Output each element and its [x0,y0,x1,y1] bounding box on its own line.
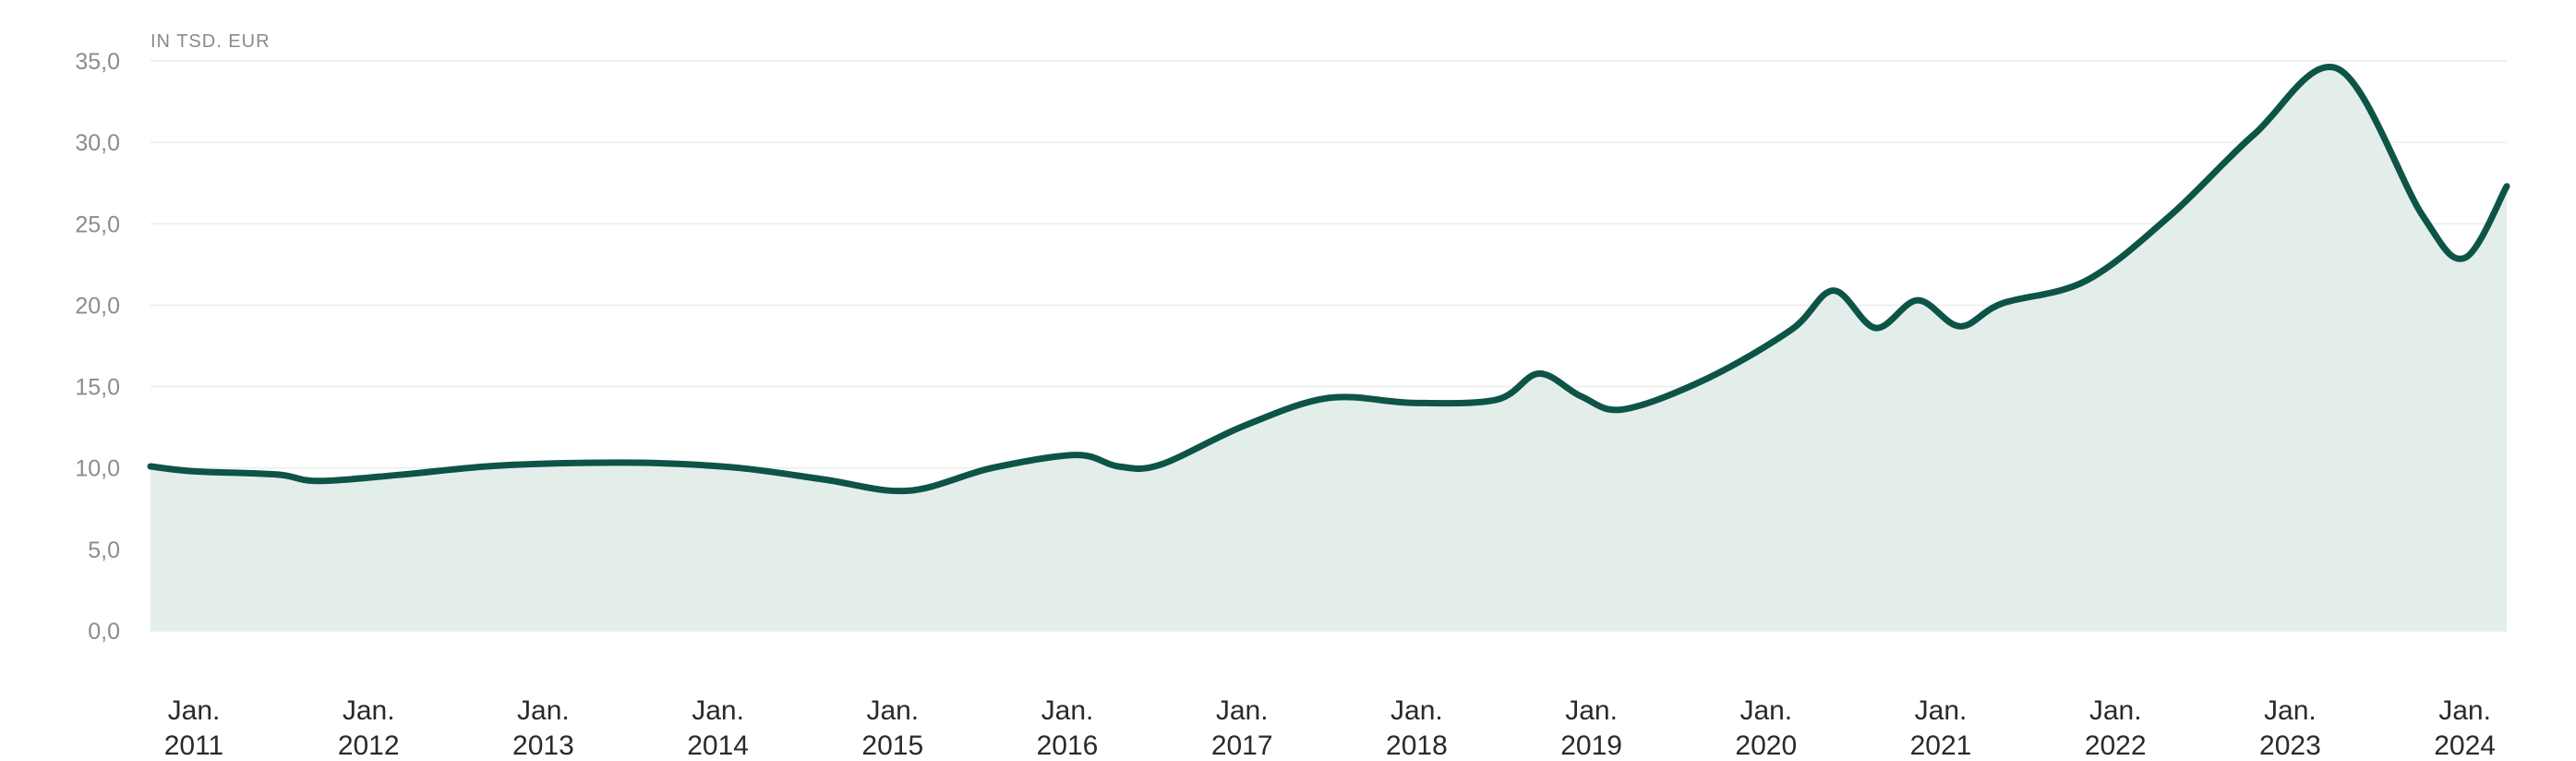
x-tick-label: Jan. 2019 [1560,695,1622,761]
data-point [1789,328,1793,332]
data-point [1873,326,1877,330]
x-tick-year: 2016 [1037,731,1099,761]
x-tick-label: Jan. 2024 [2434,695,2496,761]
x-tick-year: 2014 [687,731,749,761]
data-point [2421,214,2425,218]
x-tick-month: Jan. [1041,695,1094,726]
data-point [1075,453,1078,457]
data-point [1327,396,1330,400]
data-point [2000,302,2004,306]
x-tick-label: Jan. 2018 [1386,695,1448,761]
x-tick-label: Jan. 2023 [2259,695,2321,761]
x-tick-label: Jan. 2020 [1735,695,1797,761]
data-point [275,473,279,477]
x-tick-month: Jan. [1216,695,1269,726]
x-tick-year: 2012 [338,731,400,761]
x-tick-month: Jan. [2264,695,2317,726]
data-point [1159,463,1162,466]
y-unit-label: IN TSD. EUR [150,31,271,52]
x-tick-label: Jan. 2015 [861,695,923,761]
x-tick-month: Jan. [2089,695,2142,726]
area-fill [150,66,2507,631]
data-point [1495,398,1499,402]
x-tick-year: 2023 [2259,731,2321,761]
y-tick-label: 10,0 [75,456,120,482]
data-point [2168,214,2172,218]
y-tick-label: 25,0 [75,211,120,237]
x-tick-label: Jan. 2012 [338,695,400,761]
x-tick-year: 2018 [1386,731,1448,761]
data-point [822,477,825,481]
x-tick-label: Jan. 2022 [2085,695,2147,761]
x-tick-year: 2022 [2085,731,2147,761]
data-point [1621,407,1625,411]
data-point [2084,279,2088,283]
data-point [654,461,657,465]
x-tick-month: Jan. [343,695,395,726]
x-tick-year: 2024 [2434,731,2496,761]
x-tick-label: Jan. 2014 [687,695,749,761]
data-point [149,465,152,468]
data-point [2505,185,2509,188]
data-point [2253,132,2257,136]
data-point [1916,298,1920,302]
data-point [1832,289,1836,293]
data-point [401,473,404,477]
y-tick-label: 30,0 [75,130,120,156]
x-tick-year: 2020 [1735,731,1797,761]
data-point [1116,465,1120,468]
x-tick-month: Jan. [1915,695,1968,726]
y-tick-label: 15,0 [75,375,120,401]
data-point [486,465,489,468]
data-point [990,466,993,470]
data-point [191,469,195,473]
x-tick-month: Jan. [168,695,221,726]
x-tick-year: 2019 [1560,731,1622,761]
data-point [1411,401,1414,405]
data-point [738,466,741,470]
data-point [570,461,573,465]
data-point [1579,394,1583,398]
x-tick-label: Jan. 2011 [164,695,224,761]
x-tick-month: Jan. [1390,695,1443,726]
x-axis-ticks: Jan. 2011 Jan. 2012 Jan. 2013 Jan. 2014 Jan. 2015… [164,695,2496,761]
series-line-group [147,64,2510,495]
y-tick-label: 20,0 [75,293,120,319]
x-tick-month: Jan. [2438,695,2491,726]
data-point [2337,67,2341,71]
data-point [1958,324,1962,328]
y-tick-label: 5,0 [88,538,120,563]
data-point [1243,424,1246,428]
x-tick-year: 2017 [1211,731,1273,761]
data-point [906,489,909,492]
x-tick-month: Jan. [692,695,744,726]
y-axis-ticks: 35,0 30,0 25,0 20,0 15,0 10,0 5,0 0,0 [75,49,120,645]
series-line [147,64,2510,495]
x-tick-month: Jan. [1739,695,1792,726]
x-tick-label: Jan. 2021 [1910,695,1972,761]
x-tick-label: Jan. 2017 [1211,695,1273,761]
x-tick-month: Jan. [517,695,570,726]
x-tick-month: Jan. [866,695,919,726]
data-point [1705,377,1709,380]
x-tick-year: 2021 [1910,731,1972,761]
x-tick-label: Jan. 2013 [512,695,574,761]
x-tick-month: Jan. [1565,695,1618,726]
y-tick-label: 35,0 [75,49,120,75]
x-tick-year: 2013 [512,731,574,761]
data-point [317,479,320,483]
x-tick-year: 2011 [164,731,224,761]
x-tick-year: 2015 [861,731,923,761]
x-tick-label: Jan. 2016 [1037,695,1099,761]
data-point [2462,256,2466,260]
area-fill-group [150,66,2507,631]
data-point [1537,372,1541,376]
y-tick-label: 0,0 [88,619,120,645]
